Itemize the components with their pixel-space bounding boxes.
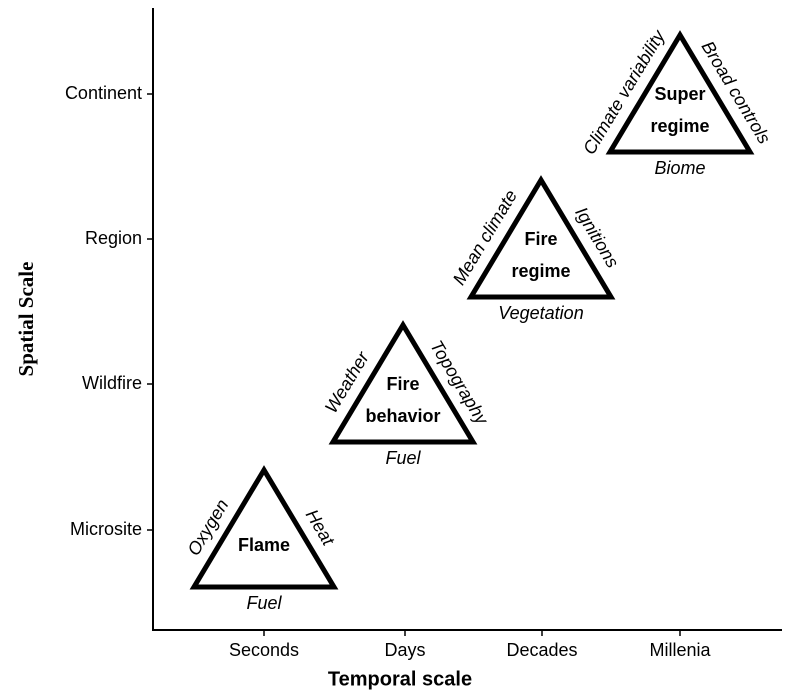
triangle-title: regime — [650, 116, 709, 136]
triangle — [189, 465, 339, 590]
triangle — [328, 320, 478, 445]
x-tick-label: Days — [384, 640, 425, 660]
triangle — [605, 30, 755, 155]
bottom-factor: Fuel — [385, 448, 421, 468]
x-tick-label: Millenia — [649, 640, 711, 660]
y-tick-label: Continent — [65, 83, 142, 103]
bottom-factor: Biome — [654, 158, 705, 178]
triangle-title: Fire — [524, 229, 557, 249]
triangle-title: behavior — [365, 406, 440, 426]
triangle-title: regime — [511, 261, 570, 281]
x-axis-label: Temporal scale — [328, 668, 472, 690]
triangle — [466, 175, 616, 300]
x-tick-label: Seconds — [229, 640, 299, 660]
triangle-title: Super — [654, 84, 705, 104]
y-tick-label: Region — [85, 228, 142, 248]
y-tick-label: Wildfire — [82, 373, 142, 393]
bottom-factor: Vegetation — [498, 303, 583, 323]
triangle-title: Fire — [386, 374, 419, 394]
bottom-factor: Fuel — [246, 593, 282, 613]
x-tick-label: Decades — [506, 640, 577, 660]
y-axis-label: Spatial Scale — [14, 262, 38, 377]
y-tick-label: Microsite — [70, 519, 142, 539]
triangle-title: Flame — [238, 535, 290, 555]
